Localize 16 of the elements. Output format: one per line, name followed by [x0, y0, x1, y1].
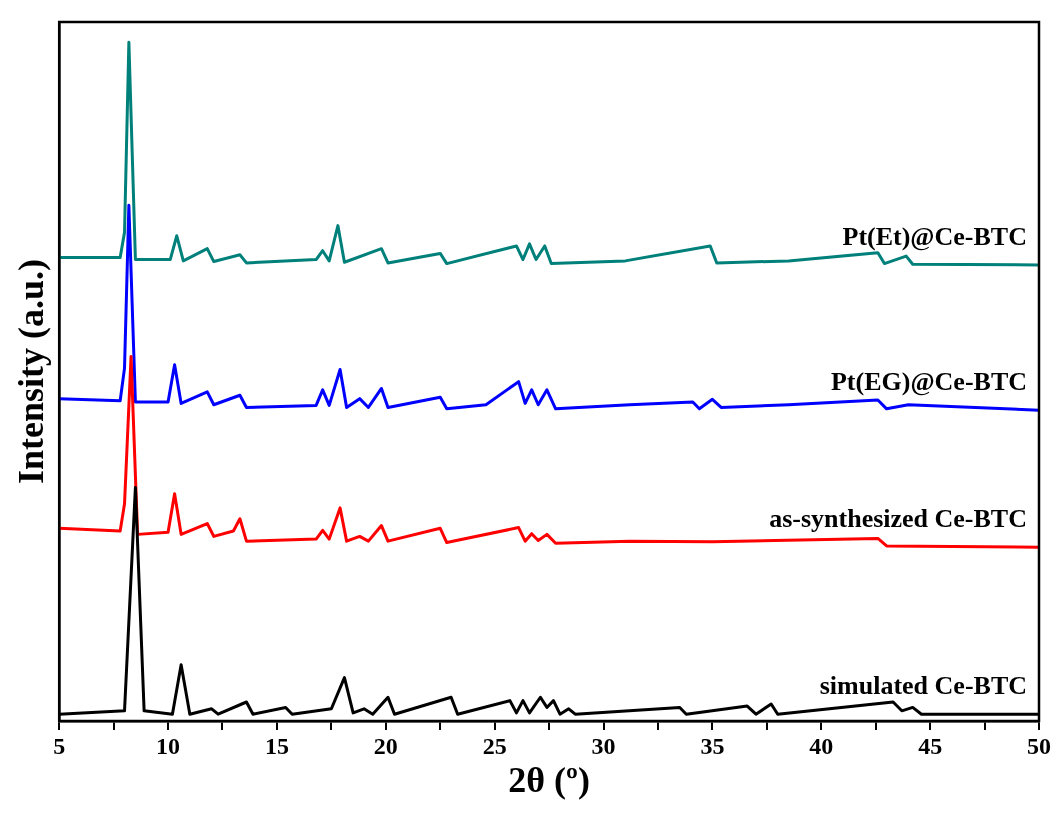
x-tick-label: 50: [1027, 732, 1051, 759]
series-label: as-synthesized Ce-BTC: [769, 504, 1027, 534]
x-tick-label: 10: [156, 732, 181, 759]
series-label: Pt(Et)@Ce-BTC: [842, 221, 1027, 251]
y-axis-title: Intensity (a.u.): [10, 258, 51, 485]
x-tick-label: 5: [53, 732, 66, 759]
x-tick-label: 30: [591, 732, 616, 759]
x-tick-label: 40: [809, 732, 834, 759]
x-tick-label: 35: [700, 732, 725, 759]
x-tick-label: 20: [373, 732, 398, 759]
x-tick-label: 45: [918, 732, 943, 759]
x-tick-label: 25: [482, 732, 507, 759]
x-tick-label: 15: [264, 732, 289, 759]
series-label: Pt(EG)@Ce-BTC: [830, 367, 1027, 397]
x-axis-title: 2θ (º): [508, 759, 590, 800]
series-label: simulated Ce-BTC: [819, 671, 1027, 701]
